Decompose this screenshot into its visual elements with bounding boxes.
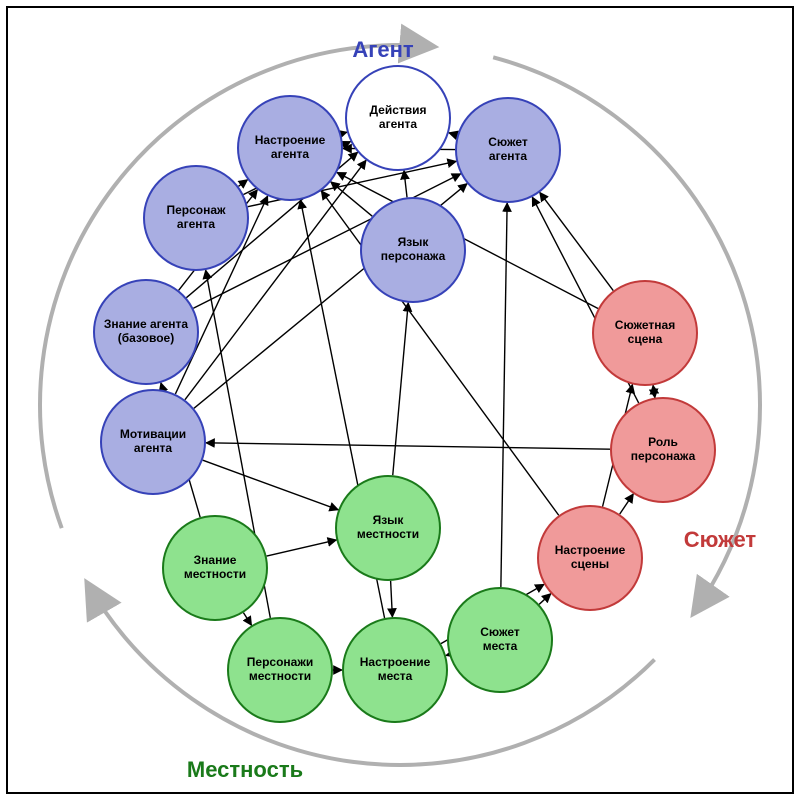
edge xyxy=(620,494,634,514)
edge xyxy=(539,594,551,605)
node-mood_a xyxy=(238,96,342,200)
node-chars_p xyxy=(228,618,332,722)
edge xyxy=(267,540,337,556)
node-motiv xyxy=(101,390,205,494)
node-story_p xyxy=(448,588,552,692)
network-svg xyxy=(0,0,800,800)
edge xyxy=(206,443,610,449)
edge xyxy=(653,385,655,397)
node-mood_s xyxy=(538,506,642,610)
node-knowledge_p xyxy=(163,516,267,620)
node-role xyxy=(611,398,715,502)
edge xyxy=(341,132,347,134)
edge xyxy=(446,655,449,656)
edge xyxy=(243,613,251,626)
edge xyxy=(203,460,338,510)
edge xyxy=(540,192,613,290)
node-scene xyxy=(593,281,697,385)
edge xyxy=(391,581,393,617)
edge xyxy=(239,180,248,187)
edge xyxy=(404,171,407,198)
node-story_a xyxy=(456,98,560,202)
node-actions xyxy=(346,66,450,170)
edge xyxy=(449,133,457,135)
node-language_p xyxy=(336,476,440,580)
node-persona xyxy=(144,166,248,270)
node-knowledge_a xyxy=(94,280,198,384)
edge xyxy=(393,303,409,475)
node-mood_p xyxy=(343,618,447,722)
node-language_c xyxy=(361,198,465,302)
